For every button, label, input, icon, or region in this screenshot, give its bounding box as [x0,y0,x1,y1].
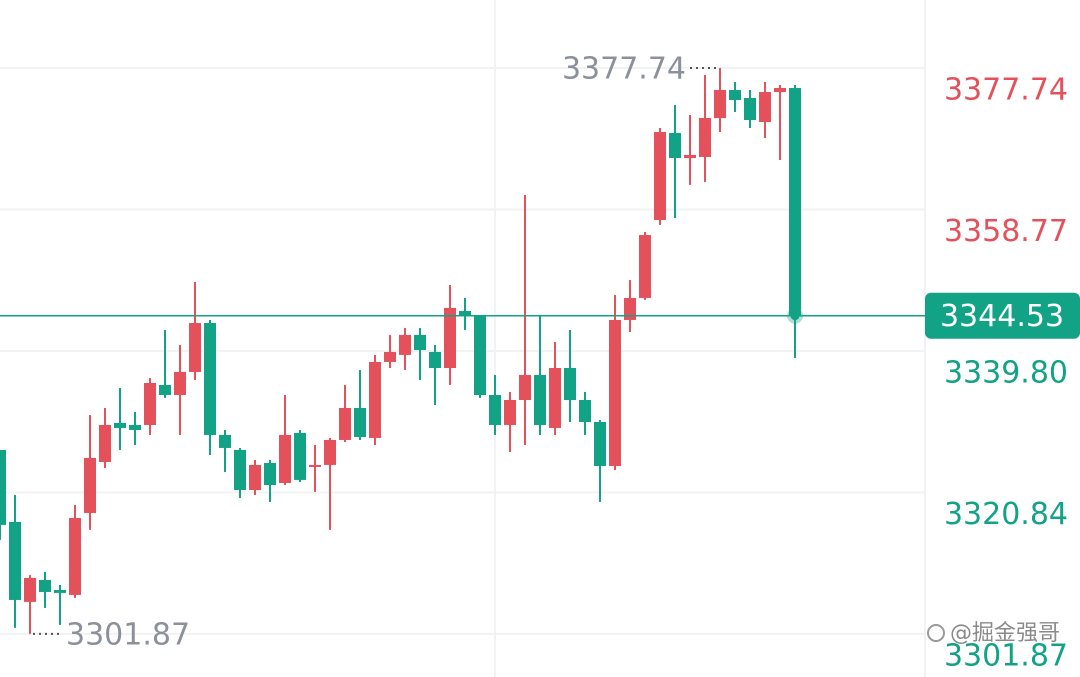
candle-body [744,98,756,121]
candle-body [624,297,636,320]
candle-body [234,449,246,491]
low-marker-label: 3301.87 [66,617,190,652]
candle-body [654,132,666,221]
candle-body [99,424,111,462]
candle-body [729,90,741,101]
candle-body [669,132,681,159]
candle-body [594,421,606,467]
candle-body [249,464,261,491]
y-tick-label: 3377.74 [944,73,1068,108]
candle-body [459,311,471,317]
last-price-label: 3344.53 [940,299,1064,334]
candle-body [189,323,201,372]
candle-body [639,235,651,298]
candle-body [444,307,456,368]
last-price-dot-core [790,311,800,321]
watermark-icon [927,624,945,642]
candle-body [219,434,231,448]
candle-body [84,457,96,513]
candle-body [339,407,351,440]
candle-body [564,367,576,400]
candle-body [789,88,801,316]
candle-body [309,464,321,467]
candle-body [324,439,336,465]
y-tick-label: 3339.80 [944,355,1068,390]
y-tick-label: 3358.77 [944,214,1068,249]
candle-body [609,319,621,467]
candle-body [0,449,6,525]
candle-body [204,323,216,435]
candle-body [264,462,276,486]
candle-body [279,434,291,484]
candle-body [579,399,591,422]
candle-body [414,334,426,351]
candle-body [774,88,786,93]
last-price-box [925,292,1080,339]
candle-body [54,589,66,593]
candle-body [714,90,726,118]
y-tick-label: 3320.84 [944,497,1068,532]
candle-body [114,422,126,428]
candle-body [129,424,141,430]
candle-body [354,407,366,437]
candle-body [369,361,381,438]
candle-body [489,394,501,425]
candle-body [24,577,36,602]
candle-body [504,399,516,425]
candle-body [399,334,411,355]
candle-body [294,432,306,480]
candle-body [759,92,771,123]
high-marker-label: 3377.74 [562,52,686,87]
candle-body [684,154,696,159]
y-tick-label: 3301.87 [944,638,1068,673]
candle-body [474,316,486,395]
candle-body [159,385,171,395]
watermark: @掘金强哥 [950,621,1060,646]
candle-body [69,517,81,595]
candle-body [429,351,441,368]
candle-body [9,521,21,600]
candle-body [519,375,531,400]
candle-body [699,117,711,157]
candle-body [174,371,186,395]
candle-body [144,382,156,425]
candle-body [549,367,561,428]
candle-body [39,579,51,592]
candle-body [384,351,396,362]
candle-body [534,375,546,425]
